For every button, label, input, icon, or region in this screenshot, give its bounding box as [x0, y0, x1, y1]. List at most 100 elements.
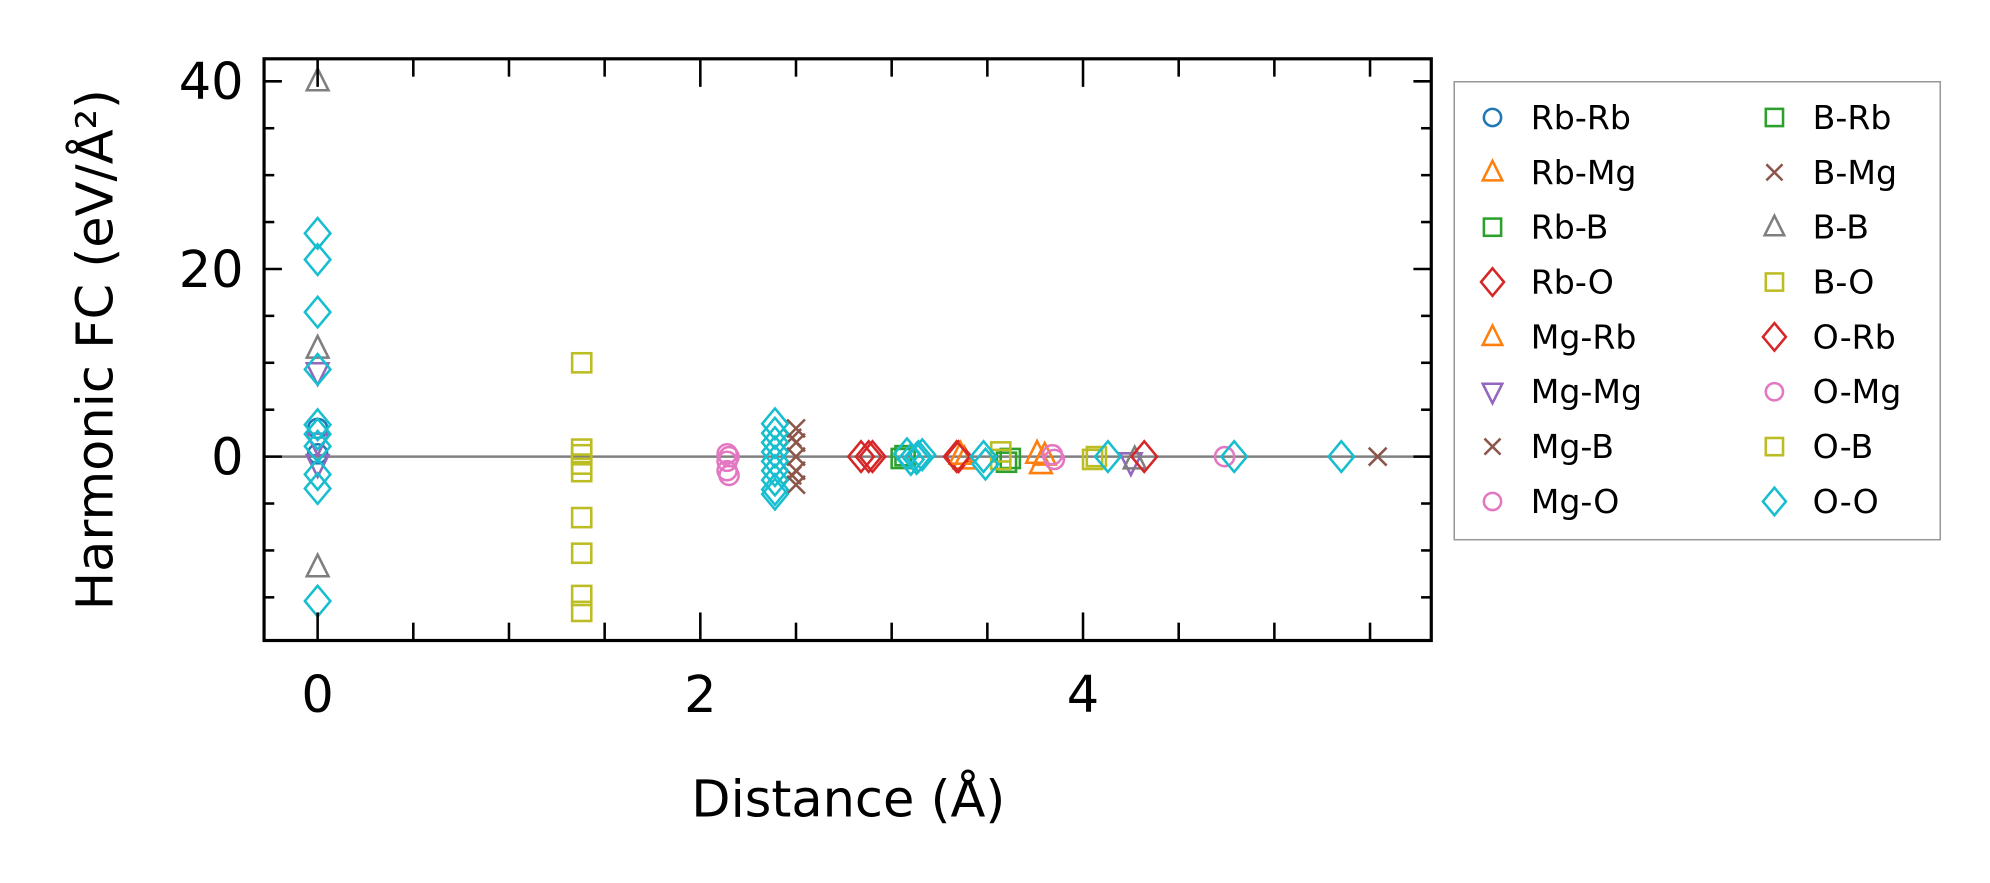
legend-box	[1453, 81, 1942, 541]
data-point	[1326, 439, 1356, 474]
data-point	[854, 439, 884, 474]
legend-label: Mg-Mg	[1531, 372, 1642, 411]
legend-item-o-b: O-B	[1764, 427, 1874, 466]
axes-frame	[262, 57, 1433, 643]
data-point	[716, 442, 738, 465]
data-point	[570, 506, 593, 529]
data-point	[760, 462, 790, 498]
data-point	[760, 425, 790, 460]
legend-item-b-b: B-B	[1762, 208, 1869, 247]
data-point	[303, 416, 333, 452]
data-point	[718, 445, 740, 468]
axis-ticks	[264, 58, 1432, 641]
data-point	[1093, 439, 1123, 474]
legend-item-rb-b: Rb-B	[1482, 208, 1609, 247]
legend-label: B-O	[1813, 263, 1875, 302]
series-b-o	[570, 351, 1108, 623]
legend-item-b-o: B-O	[1764, 263, 1875, 302]
legend-label: O-B	[1813, 427, 1874, 466]
data-point	[570, 600, 593, 623]
series-b-b	[304, 65, 1148, 578]
y-tick-label: 20	[179, 241, 244, 300]
data-point	[989, 448, 1012, 471]
data-point	[303, 216, 333, 251]
legend-marker-square-icon	[1482, 217, 1503, 238]
legend-marker-square-icon	[1764, 436, 1785, 457]
data-point	[1219, 439, 1249, 474]
series-o-rb	[854, 439, 1159, 474]
legend-item-mg-o: Mg-O	[1482, 482, 1619, 521]
data-point	[304, 65, 331, 92]
data-point	[760, 415, 790, 451]
legend-marker-diamond-icon	[1761, 321, 1788, 353]
legend-item-o-rb: O-Rb	[1761, 317, 1896, 356]
series-rb-o	[846, 439, 974, 474]
data-point	[303, 428, 333, 464]
plot-area	[264, 65, 1432, 623]
data-point	[846, 439, 876, 474]
data-point	[1081, 448, 1104, 471]
legend-item-b-rb: B-Rb	[1764, 98, 1892, 137]
series-o-o	[303, 216, 1356, 619]
data-point	[570, 584, 593, 607]
data-point	[570, 460, 593, 483]
data-point	[303, 407, 333, 443]
x-tick-label: 4	[1067, 666, 1099, 725]
legend-marker-square-icon	[1764, 272, 1785, 292]
legend: Rb-Rb Rb-Mg Rb-B Rb-O Mg-Rb Mg-Mg Mg-B Mg-O B-Rb…	[1453, 81, 1942, 541]
legend-marker-x-icon	[1765, 163, 1784, 182]
data-point	[890, 447, 913, 470]
data-point	[896, 442, 926, 477]
legend-marker-triangle-down-icon	[1480, 382, 1505, 407]
data-point	[760, 476, 790, 512]
legend-item-rb-o: Rb-O	[1479, 263, 1614, 302]
legend-item-mg-b: Mg-B	[1483, 427, 1614, 466]
data-point	[303, 352, 333, 387]
data-point	[304, 333, 331, 359]
legend-marker-diamond-icon	[1761, 485, 1788, 518]
legend-label: Rb-Rb	[1531, 98, 1631, 137]
data-point	[902, 441, 931, 476]
data-point	[1085, 445, 1108, 468]
legend-marker-square-icon	[1764, 107, 1785, 128]
data-point	[570, 542, 593, 565]
legend-label: B-B	[1813, 208, 1869, 247]
data-point	[786, 446, 806, 467]
legend-marker-x-icon	[1483, 437, 1502, 456]
data-point	[1367, 446, 1388, 467]
data-point	[760, 444, 790, 479]
legend-label: Rb-Mg	[1531, 153, 1637, 192]
x-tick-label: 2	[684, 666, 716, 725]
legend-item-rb-rb: Rb-Rb	[1482, 98, 1631, 137]
y-axis-label: Harmonic FC (eV/Å²)	[64, 89, 125, 610]
data-point	[1213, 445, 1236, 468]
data-point	[304, 551, 331, 578]
legend-marker-triangle-up-icon	[1480, 158, 1505, 182]
x-tick-label: 0	[301, 666, 333, 725]
data-point	[1031, 440, 1058, 466]
legend-label: O-Rb	[1813, 317, 1896, 356]
data-point	[907, 437, 937, 473]
data-point	[760, 453, 790, 488]
data-point	[760, 406, 790, 442]
legend-label: O-Mg	[1813, 372, 1902, 411]
data-point	[944, 439, 974, 474]
legend-marker-diamond-icon	[1479, 266, 1506, 298]
data-point	[760, 472, 790, 507]
legend-label: Rb-B	[1531, 208, 1609, 247]
legend-label: B-Mg	[1813, 153, 1897, 192]
legend-marker-circle-icon	[1764, 381, 1785, 402]
legend-item-mg-rb: Mg-Rb	[1480, 317, 1637, 356]
legend-label: B-Rb	[1813, 98, 1892, 137]
data-point	[1043, 448, 1066, 471]
legend-marker-circle-icon	[1482, 107, 1503, 128]
data-point	[303, 457, 333, 492]
y-tick-label: 0	[211, 428, 243, 487]
legend-label: Mg-Rb	[1531, 317, 1637, 356]
data-point	[969, 439, 998, 474]
legend-item-o-mg: O-Mg	[1764, 372, 1902, 411]
legend-item-b-mg: B-Mg	[1765, 153, 1897, 192]
data-point	[858, 439, 887, 474]
